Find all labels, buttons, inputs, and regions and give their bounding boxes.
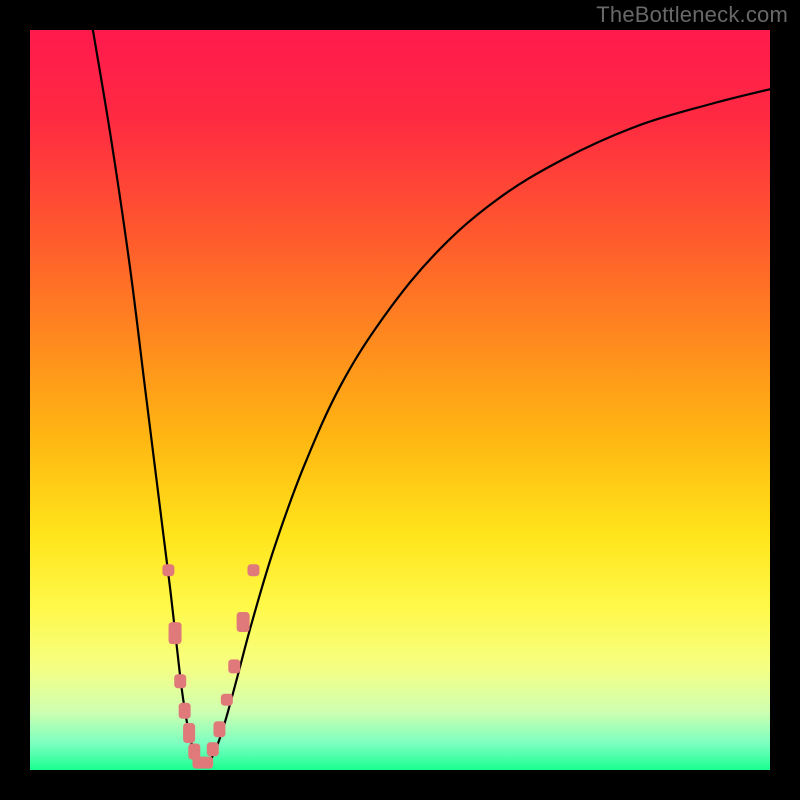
data-marker	[237, 612, 250, 632]
data-marker	[174, 674, 186, 688]
plot-svg	[30, 30, 770, 770]
data-marker	[247, 564, 259, 576]
gradient-background	[30, 30, 770, 770]
data-marker	[183, 723, 195, 743]
data-marker	[213, 721, 225, 737]
data-marker	[162, 564, 174, 576]
plot-area	[30, 30, 770, 770]
data-marker	[199, 757, 213, 769]
data-marker	[169, 622, 182, 644]
data-marker	[228, 659, 240, 673]
figure-root: TheBottleneck.com	[0, 0, 800, 800]
data-marker	[207, 742, 219, 756]
watermark-text: TheBottleneck.com	[596, 2, 788, 28]
data-marker	[221, 694, 233, 706]
data-marker	[179, 703, 191, 719]
